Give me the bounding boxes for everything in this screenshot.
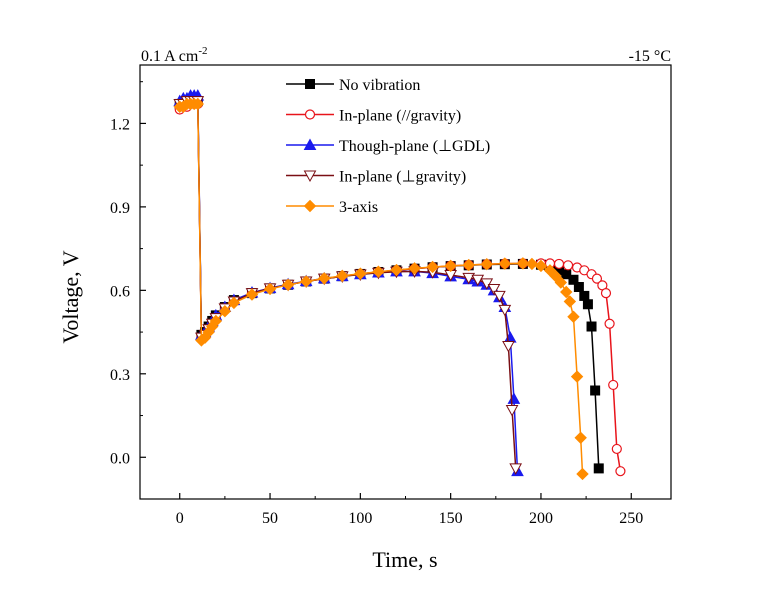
data-point bbox=[615, 466, 626, 477]
data-point bbox=[281, 278, 295, 291]
data-point bbox=[462, 258, 475, 272]
data-point bbox=[593, 463, 604, 474]
y-tick-label: 1.2 bbox=[110, 116, 130, 133]
y-tick-label: 0.3 bbox=[110, 367, 130, 384]
data-point bbox=[498, 257, 512, 270]
legend: No vibration In-plane (//gravity) Though-p… bbox=[286, 77, 490, 216]
legend-entry: In-plane (⊥gravity) bbox=[286, 169, 466, 186]
data-point bbox=[245, 288, 259, 301]
axis-ticks: 0 50 100 150 200 250 0.0 0.3 0.6 0.9 1.2 bbox=[110, 81, 643, 527]
data-point bbox=[591, 273, 603, 284]
legend-marker bbox=[303, 138, 317, 150]
data-point bbox=[227, 296, 241, 310]
data-point bbox=[493, 290, 506, 303]
legend-marker bbox=[305, 79, 315, 89]
x-tick-label: 250 bbox=[619, 510, 643, 527]
data-point bbox=[462, 272, 476, 285]
data-point bbox=[604, 318, 615, 329]
legend-entry: Though-plane (⊥GDL) bbox=[286, 138, 490, 155]
legend-entry: 3-axis bbox=[286, 199, 378, 216]
y-tick-label: 0.0 bbox=[110, 450, 130, 467]
x-tick-label: 0 bbox=[176, 510, 184, 527]
data-point bbox=[299, 275, 313, 288]
data-point bbox=[534, 259, 548, 273]
data-point bbox=[553, 258, 565, 270]
x-tick-label: 100 bbox=[348, 510, 372, 527]
data-point bbox=[507, 392, 521, 404]
x-axis-title: Time, s bbox=[372, 547, 437, 572]
data-point bbox=[579, 290, 590, 301]
legend-marker bbox=[303, 199, 317, 213]
data-point bbox=[263, 282, 277, 296]
legend-label: No vibration bbox=[339, 77, 420, 94]
data-point bbox=[525, 257, 539, 271]
series-2 bbox=[174, 98, 626, 477]
data-point bbox=[354, 267, 367, 280]
annotation-current-density: 0.1 A cm-2 bbox=[141, 45, 208, 65]
legend-label: 3-axis bbox=[339, 199, 378, 216]
data-point bbox=[549, 269, 562, 283]
data-point bbox=[498, 304, 512, 317]
data-point bbox=[608, 379, 619, 391]
y-axis-title: Voltage, V bbox=[58, 250, 83, 343]
data-point bbox=[563, 295, 577, 308]
series-5 bbox=[173, 97, 589, 481]
legend-label: In-plane (⊥gravity) bbox=[339, 169, 466, 186]
data-point bbox=[218, 305, 232, 318]
data-point bbox=[600, 288, 612, 299]
x-tick-label: 50 bbox=[262, 510, 278, 527]
series-line bbox=[179, 100, 600, 469]
data-point bbox=[390, 263, 403, 277]
series-line bbox=[179, 100, 517, 469]
y-tick-label: 0.9 bbox=[110, 200, 130, 217]
data-point bbox=[502, 340, 515, 353]
data-point bbox=[567, 310, 580, 323]
data-point bbox=[573, 282, 584, 293]
data-point bbox=[471, 274, 485, 287]
data-point bbox=[611, 443, 622, 455]
data-point bbox=[586, 321, 597, 332]
data-point bbox=[480, 257, 493, 271]
data-point bbox=[487, 283, 501, 296]
x-tick-label: 150 bbox=[439, 510, 463, 527]
plot-frame bbox=[139, 64, 672, 500]
data-point bbox=[590, 385, 601, 396]
data-point bbox=[568, 274, 579, 285]
legend-label: In-plane (//gravity) bbox=[339, 108, 461, 125]
data-point bbox=[582, 299, 593, 310]
series-layer bbox=[173, 89, 626, 481]
data-point bbox=[209, 314, 223, 328]
y-tick-label: 0.6 bbox=[110, 283, 130, 300]
data-point bbox=[336, 269, 349, 283]
data-point bbox=[509, 463, 523, 475]
data-point bbox=[562, 260, 574, 271]
legend-entry: No vibration bbox=[286, 77, 420, 94]
legend-marker bbox=[303, 170, 317, 183]
data-point bbox=[505, 404, 519, 417]
data-point bbox=[408, 262, 421, 275]
data-point bbox=[503, 331, 517, 343]
annotation-temperature: -15 °C bbox=[629, 48, 671, 65]
data-point bbox=[576, 467, 589, 481]
data-point bbox=[560, 285, 573, 299]
data-point bbox=[554, 276, 568, 289]
legend-entry: In-plane (//gravity) bbox=[286, 108, 461, 125]
series-line bbox=[179, 103, 584, 475]
data-point bbox=[516, 257, 530, 270]
data-point bbox=[191, 97, 205, 111]
legend-marker bbox=[304, 109, 316, 120]
data-point bbox=[426, 260, 439, 274]
data-point bbox=[480, 278, 494, 290]
data-point bbox=[444, 259, 457, 273]
data-point bbox=[570, 370, 584, 383]
series-line bbox=[179, 103, 622, 472]
data-point bbox=[318, 272, 331, 285]
x-tick-label: 200 bbox=[529, 510, 553, 527]
legend-label: Though-plane (⊥GDL) bbox=[339, 138, 490, 155]
data-point bbox=[574, 431, 587, 445]
data-point bbox=[372, 265, 385, 278]
